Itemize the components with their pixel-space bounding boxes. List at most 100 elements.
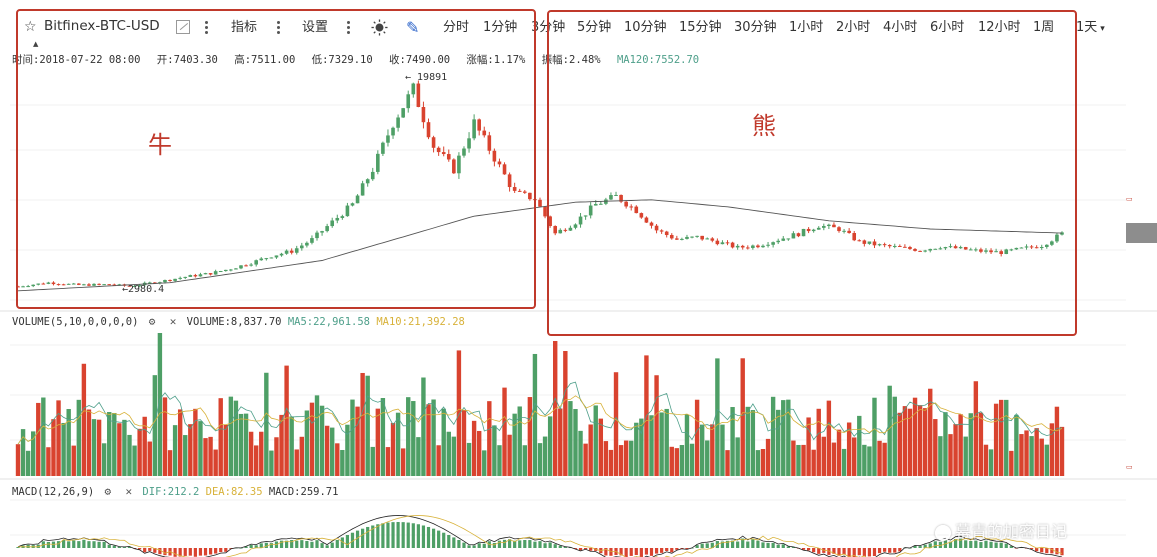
candle-body	[482, 130, 487, 136]
theme-sun-icon[interactable]	[371, 19, 388, 36]
macd-bar	[143, 548, 147, 553]
tf-30m[interactable]: 30分钟	[734, 20, 777, 35]
volume-bar	[177, 409, 183, 476]
tf-5m[interactable]: 5分钟	[577, 20, 612, 35]
volume-ma-line	[17, 395, 1063, 445]
chevron-down-icon[interactable]: ▲	[33, 40, 39, 48]
tf-4h[interactable]: 4小时	[883, 20, 918, 35]
volume-bar	[836, 429, 842, 476]
candle-body	[173, 278, 177, 281]
candle-body	[573, 224, 578, 228]
volume-bar	[993, 403, 999, 476]
gear-icon[interactable]: ⚙	[148, 315, 156, 328]
star-icon[interactable]: ☆	[24, 19, 37, 35]
volume-bar	[223, 424, 228, 476]
candle-body	[877, 244, 882, 246]
volume-bar	[461, 410, 467, 476]
symbol-selector[interactable]: Bitfinex-BTC-USD	[44, 18, 160, 34]
volume-bar	[938, 436, 943, 476]
more-vertical-icon[interactable]	[347, 21, 351, 35]
volume-bar	[917, 405, 923, 476]
close-icon[interactable]: ✕	[125, 485, 133, 498]
volume-bar	[15, 444, 21, 476]
volume-bar	[618, 445, 624, 476]
macd-bar	[452, 537, 456, 548]
settings-button[interactable]: 设置	[302, 20, 329, 35]
volume-bar	[725, 450, 730, 476]
tf-15m[interactable]: 15分钟	[679, 20, 722, 35]
volume-bar	[593, 405, 598, 476]
candle-body	[36, 283, 41, 285]
macd-bar	[259, 543, 263, 548]
chart-type-icon[interactable]	[176, 20, 190, 34]
volume-bar	[66, 409, 71, 476]
macd-bar	[994, 542, 998, 548]
close-icon[interactable]: ✕	[169, 315, 177, 328]
candle-body	[497, 161, 502, 165]
more-vertical-icon[interactable]	[205, 21, 209, 35]
candle-body	[791, 233, 796, 239]
candle-body	[908, 246, 912, 249]
volume-legend: VOLUME(5,10,0,0,0,0) ⚙ ✕ VOLUME:8,837.70…	[12, 315, 465, 328]
volume-bar	[745, 406, 750, 476]
macd-bar	[543, 543, 547, 548]
candle-body	[781, 238, 786, 241]
macd-bar	[203, 548, 208, 556]
volume-bar	[198, 421, 203, 476]
macd-bar	[609, 548, 613, 556]
tf-10m[interactable]: 10分钟	[624, 20, 667, 35]
candle-body	[249, 264, 253, 266]
candle-body	[543, 206, 547, 217]
macd-bar	[198, 548, 203, 556]
macd-value: MACD:259.71	[268, 486, 339, 498]
volume-bar	[740, 358, 745, 476]
volume-bar	[862, 444, 867, 476]
candle-body	[740, 245, 745, 248]
macd-bar	[756, 540, 760, 548]
volume-bar	[360, 372, 365, 476]
more-vertical-icon[interactable]	[277, 21, 281, 35]
indicators-button[interactable]: 指标	[231, 20, 258, 35]
tf-12h[interactable]: 12小时	[978, 20, 1021, 35]
macd-bar	[938, 541, 942, 548]
candle-body	[436, 147, 441, 153]
candle-body	[690, 236, 694, 238]
candle-body	[745, 247, 750, 249]
volume-ma10: MA10:21,392.28	[376, 316, 465, 328]
candle-body	[528, 192, 532, 200]
candle-body	[137, 285, 142, 287]
candle-body	[892, 245, 897, 247]
tf-1h[interactable]: 1小时	[789, 20, 824, 35]
tf-6h[interactable]: 6小时	[930, 20, 965, 35]
tf-1d[interactable]: 1天 ▾	[1076, 18, 1105, 39]
macd-line	[18, 515, 1063, 557]
volume-bar	[507, 434, 512, 476]
tf-1m[interactable]: 1分钟	[483, 20, 518, 35]
volume-bar	[710, 424, 715, 476]
volume-bar	[912, 397, 918, 476]
candle-body	[381, 142, 385, 154]
candle-body	[1060, 232, 1064, 235]
scale-tag: ▭	[1126, 195, 1133, 203]
candle-body	[213, 271, 218, 275]
tf-realtime[interactable]: 分时	[443, 20, 470, 35]
volume-bar	[289, 416, 294, 476]
tf-1w[interactable]: 1周	[1033, 20, 1055, 35]
candle-body	[431, 137, 436, 148]
candle-body	[41, 283, 46, 285]
candle-body	[188, 275, 193, 277]
candle-body	[234, 268, 238, 270]
macd-bar	[1029, 548, 1034, 550]
macd-bar	[725, 540, 730, 548]
volume-bar	[284, 365, 289, 476]
draw-pen-icon[interactable]: ✎	[406, 18, 420, 37]
gear-icon[interactable]: ⚙	[104, 485, 112, 498]
candle-body	[599, 203, 603, 205]
tf-2h[interactable]: 2小时	[836, 20, 871, 35]
macd-bar	[153, 548, 157, 553]
candle-body	[862, 240, 867, 244]
candle-body	[203, 273, 208, 275]
candle-body	[335, 217, 340, 221]
volume-bar	[1019, 434, 1024, 476]
